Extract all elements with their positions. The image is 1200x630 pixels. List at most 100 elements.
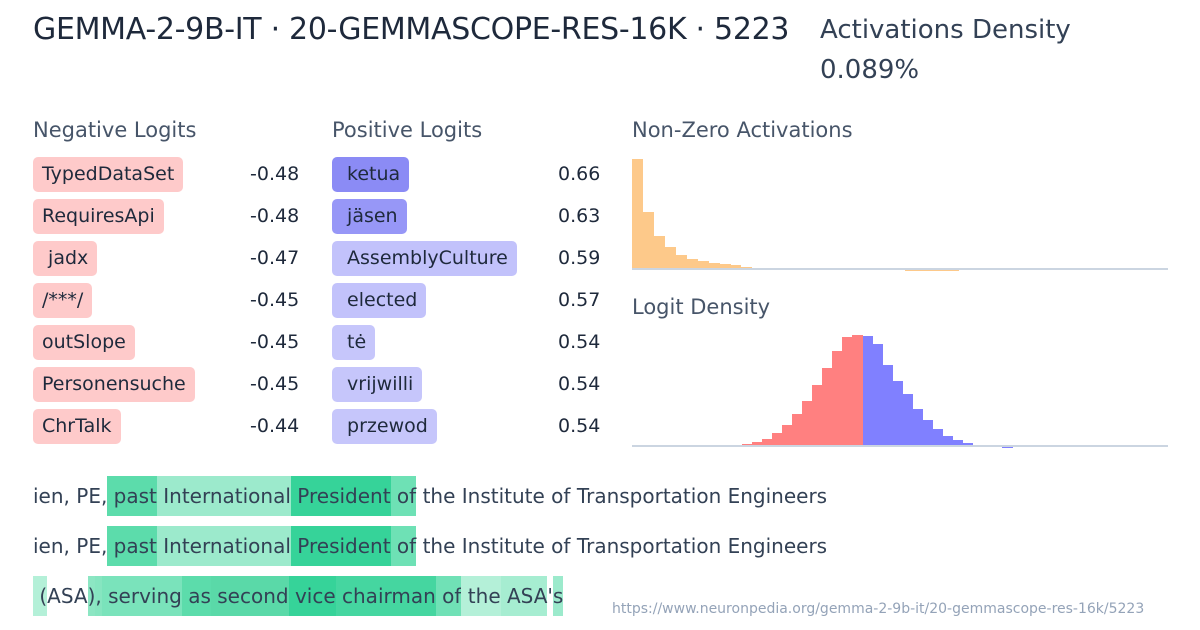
token-chip: tė (332, 325, 376, 360)
histogram-bar (902, 394, 913, 447)
density-label: Activations Density (820, 15, 1071, 45)
example-token: ASA (500, 576, 548, 616)
example-token: ien, (33, 484, 70, 508)
example-token: as (181, 576, 211, 616)
density-value: 0.089% (820, 55, 920, 85)
histogram-bar (952, 440, 963, 447)
histogram-bar (719, 264, 731, 270)
histogram-bar (752, 442, 763, 447)
example-token: PE, (69, 484, 108, 508)
histogram-bar (782, 425, 793, 447)
logit-value: -0.45 (250, 373, 300, 395)
token-chip: TypedDataSet (33, 157, 184, 192)
histogram-bar (922, 420, 933, 447)
logit-row: przewod 0.54 (332, 409, 602, 451)
example-token: ien, (33, 534, 70, 558)
logit-value: -0.48 (250, 163, 300, 185)
token-chip: ketua (332, 157, 410, 192)
histogram-bar (932, 429, 943, 447)
logit-row: jadx -0.47 (33, 241, 303, 283)
feature-title: GEMMA-2-9B-IT · 20-GEMMASCOPE-RES-16K · … (33, 12, 790, 47)
logit-row: outSlope -0.45 (33, 325, 303, 367)
activations-histogram (632, 150, 1168, 270)
logit-row: TypedDataSet -0.48 (33, 157, 303, 199)
histogram-bar (882, 365, 893, 447)
logit-row: ketua 0.66 (332, 157, 602, 199)
histogram-bar (812, 385, 823, 447)
logit-value: 0.57 (558, 289, 601, 311)
logit-row: vrijwilli 0.54 (332, 367, 602, 409)
activations-chart-title: Non-Zero Activations (632, 118, 853, 142)
example-token: Institute (455, 484, 545, 508)
example-token: ) (87, 576, 96, 616)
example-token: Engineers (721, 484, 828, 508)
token-chip: outSlope (33, 325, 135, 360)
logit-row: elected 0.57 (332, 283, 602, 325)
example-token: serving (101, 576, 182, 616)
histogram-bar (708, 263, 720, 270)
example-token: past (107, 526, 157, 566)
logit-row: Personensuche -0.45 (33, 367, 303, 409)
histogram-bar (632, 159, 644, 270)
token-chip: elected (332, 283, 427, 318)
negative-logits-heading: Negative Logits (33, 118, 197, 142)
logit-value: -0.45 (250, 289, 300, 311)
example-token: President (290, 476, 391, 516)
example-token: ( (33, 576, 48, 616)
histogram-bar (653, 236, 666, 270)
token-chip: jadx (33, 241, 98, 276)
logit-density-histogram (632, 326, 1168, 447)
histogram-bar (730, 265, 742, 270)
histogram-bar (872, 344, 883, 447)
histogram-bar (792, 414, 803, 447)
example-token: of (435, 576, 462, 616)
histogram-bar (675, 255, 687, 270)
x-axis (632, 445, 1168, 447)
example-line: ien, PE, past International President of… (33, 476, 827, 516)
example-line: ien, PE, past International President of… (33, 526, 827, 566)
logit-value: -0.44 (250, 415, 300, 437)
histogram-bar (852, 335, 863, 447)
negative-logits-list: TypedDataSet -0.48 RequiresApi -0.48 jadx -0… (33, 157, 303, 451)
histogram-bar (762, 439, 773, 447)
example-token: International (156, 526, 291, 566)
example-token: PE, (69, 534, 108, 558)
example-token: past (107, 476, 157, 516)
example-token: s (552, 576, 564, 616)
token-chip: AssemblyCulture (332, 241, 517, 276)
logit-row: AssemblyCulture 0.59 (332, 241, 602, 283)
histogram-bar (642, 212, 655, 270)
positive-logits-list: ketua 0.66 jäsen 0.63 AssemblyCulture 0.59 … (332, 157, 602, 451)
example-token: , (95, 576, 102, 616)
example-token: the (416, 534, 456, 558)
example-token: International (156, 476, 291, 516)
logit-value: 0.54 (558, 415, 601, 437)
histogram-bar (802, 401, 813, 447)
histogram-bar (772, 433, 783, 447)
token-chip: RequiresApi (33, 199, 164, 234)
logit-value: -0.48 (250, 205, 300, 227)
logit-value: -0.47 (250, 247, 300, 269)
positive-logits-heading: Positive Logits (332, 118, 483, 142)
source-url[interactable]: https://www.neuronpedia.org/gemma-2-9b-i… (612, 601, 1145, 617)
histogram-bar (862, 336, 873, 447)
histogram-bar (832, 351, 843, 447)
example-token: President (290, 526, 391, 566)
example-token: of (390, 526, 417, 566)
token-chip: jäsen (332, 199, 407, 234)
logit-density-title: Logit Density (632, 295, 771, 319)
example-token: Transportation (570, 484, 722, 508)
token-chip: przewod (332, 409, 437, 444)
logit-value: 0.54 (558, 373, 601, 395)
logit-row: /***/ -0.45 (33, 283, 303, 325)
logit-row: ChrTalk -0.44 (33, 409, 303, 451)
histogram-bar (892, 381, 903, 447)
logit-value: 0.66 (558, 163, 601, 185)
example-token: Transportation (570, 534, 722, 558)
histogram-bar (942, 436, 953, 447)
example-token: the (416, 484, 456, 508)
logit-row: RequiresApi -0.48 (33, 199, 303, 241)
logit-value: -0.45 (250, 331, 300, 353)
example-token: vice (288, 576, 336, 616)
example-token: of (390, 476, 417, 516)
